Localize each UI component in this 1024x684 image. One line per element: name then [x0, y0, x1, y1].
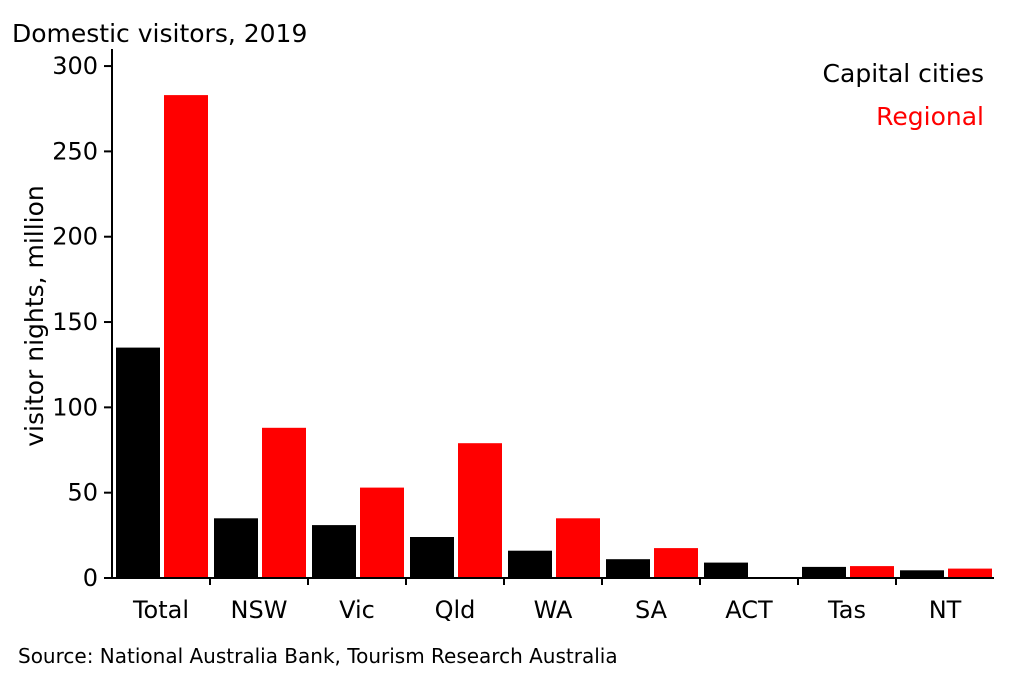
legend-capital-cities: Capital cities: [823, 59, 984, 88]
x-tick-label-act: ACT: [725, 596, 773, 624]
bar-nsw-capital-cities: [214, 518, 258, 578]
source-note: Source: National Australia Bank, Tourism…: [18, 644, 618, 668]
bar-nt-capital-cities: [900, 570, 944, 578]
x-tick-label-wa: WA: [534, 596, 573, 624]
bar-sa-regional: [654, 548, 698, 578]
bars-group: [116, 95, 992, 578]
y-axis-label: visitor nights, million: [20, 185, 49, 447]
bar-nt-regional: [948, 568, 992, 578]
y-tick-label: 100: [52, 393, 98, 421]
x-axis: Total NSW Vic Qld WA SA ACT Tas NT: [112, 577, 994, 624]
bar-total-regional: [164, 95, 208, 578]
y-tick-label: 50: [67, 479, 98, 507]
bar-act-capital-cities: [704, 562, 748, 578]
x-tick-label-sa: SA: [635, 596, 668, 624]
bar-wa-regional: [556, 518, 600, 578]
bar-vic-regional: [360, 487, 404, 578]
bar-total-capital-cities: [116, 347, 160, 578]
bar-wa-capital-cities: [508, 550, 552, 578]
y-tick-label: 200: [52, 223, 98, 251]
bar-tas-regional: [850, 566, 894, 578]
y-tick-label: 250: [52, 137, 98, 165]
y-tick-label: 0: [83, 564, 98, 592]
bar-tas-capital-cities: [802, 566, 846, 578]
y-axis: 0 50 100 150 200 250 300: [52, 49, 113, 592]
x-tick-label-nt: NT: [929, 596, 962, 624]
x-tick-label-vic: Vic: [339, 596, 375, 624]
x-tick-label-total: Total: [132, 596, 189, 624]
y-tick-label: 300: [52, 52, 98, 80]
x-tick-label-qld: Qld: [435, 596, 476, 624]
bar-nsw-regional: [262, 427, 306, 578]
x-tick-label-tas: Tas: [827, 596, 866, 624]
bar-qld-regional: [458, 443, 502, 578]
y-tick-label: 150: [52, 308, 98, 336]
x-tick-label-nsw: NSW: [231, 596, 288, 624]
bar-vic-capital-cities: [312, 525, 356, 578]
bar-sa-capital-cities: [606, 559, 650, 578]
legend-regional: Regional: [876, 102, 984, 131]
bar-qld-capital-cities: [410, 537, 454, 578]
chart-title: Domestic visitors, 2019: [12, 19, 307, 48]
